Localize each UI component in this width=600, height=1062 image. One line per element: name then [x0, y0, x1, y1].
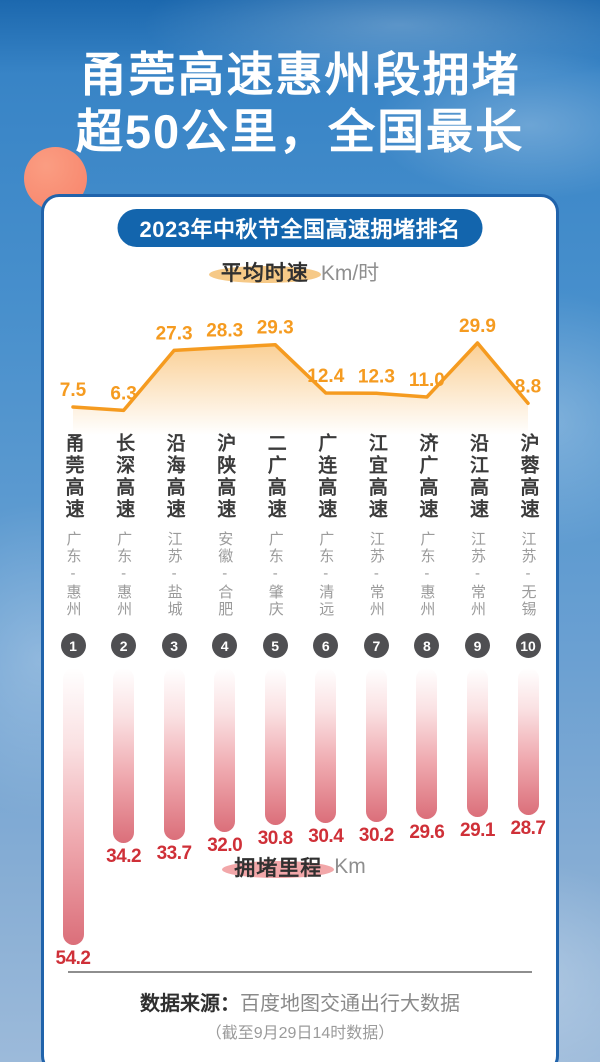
- speed-value-label: 29.3: [257, 318, 294, 339]
- page-title: 甬莞高速惠州段拥堵 超50公里，全国最长: [0, 46, 600, 161]
- ranking-column: 沿海高速 江苏-盐城 3 33.7: [149, 433, 199, 865]
- ranking-columns: 甬莞高速 广东-惠州 1 54.2 长深高速 广东-惠州 2 34.2 沿海高速…: [44, 433, 556, 993]
- page-title-line2: 超50公里，全国最长: [75, 105, 525, 159]
- ranking-column: 二广高速 广东-肇庆 5 30.8: [250, 433, 300, 850]
- congestion-distance-value: 30.2: [358, 825, 394, 846]
- speed-value-label: 28.3: [206, 321, 243, 342]
- region-label: 广东-惠州: [418, 531, 436, 618]
- data-source-line: 数据来源：百度地图交通出行大数据: [44, 987, 556, 1016]
- region-label: 江苏-盐城: [165, 531, 183, 618]
- congestion-bar: [467, 668, 488, 817]
- highway-name: 二广高速: [264, 433, 286, 521]
- data-source-note: （截至9月29日14时数据）: [205, 1025, 395, 1042]
- rank-badge: 2: [111, 633, 137, 658]
- speed-legend-label: 平均时速: [208, 257, 321, 287]
- distance-legend: 拥堵里程 Km: [44, 852, 556, 882]
- highlight-ellipse: [222, 861, 335, 878]
- speed-value-label: 8.8: [515, 376, 541, 397]
- highway-name: 沿海高速: [163, 433, 185, 521]
- congestion-bar: [416, 668, 438, 819]
- ranking-column: 江宜高速 江苏-常州 7 30.2: [351, 433, 401, 847]
- rank-badge: 6: [313, 633, 339, 658]
- region-label: 安徽-合肥: [216, 531, 234, 618]
- rank-badge: 5: [262, 633, 288, 658]
- region-label: 江苏-常州: [469, 531, 486, 618]
- speed-legend-unit: Km/时: [320, 262, 380, 285]
- highway-name: 沿江高速: [467, 433, 488, 521]
- rank-badge: 4: [212, 633, 238, 658]
- ranking-column: 甬莞高速 广东-惠州 1 54.2: [48, 433, 98, 970]
- speed-value-label: 7.5: [60, 380, 87, 401]
- rank-badge: 10: [515, 633, 541, 658]
- congestion-bar: [214, 668, 236, 832]
- distance-legend-unit: Km: [334, 855, 366, 878]
- congestion-distance-value: 30.4: [308, 826, 344, 847]
- highway-name: 沪陕高速: [214, 433, 236, 521]
- speed-value-label: 11.0: [409, 370, 445, 391]
- highlight-ellipse: [208, 266, 321, 283]
- chart-card: 2023年中秋节全国高速拥堵排名 平均时速 Km/时 7.5 6.3 27.3 28.…: [41, 194, 559, 1062]
- congestion-bar: [264, 668, 286, 825]
- ranking-column: 广连高速 广东-清远 6 30.4: [301, 433, 351, 848]
- congestion-distance-value: 33.7: [156, 843, 192, 864]
- congestion-distance-value: 30.8: [257, 828, 293, 849]
- distance-legend-label: 拥堵里程: [222, 852, 335, 882]
- congestion-distance-value: 29.6: [409, 822, 445, 843]
- ranking-column: 长深高速 广东-惠州 2 34.2: [99, 433, 149, 868]
- page-title-line1: 甬莞高速惠州段拥堵: [79, 48, 521, 101]
- highway-name: 济广高速: [416, 433, 438, 521]
- congestion-distance-value: 28.7: [510, 818, 546, 839]
- rank-badge: 1: [60, 633, 86, 658]
- rank-badge: 3: [161, 633, 187, 658]
- footer-divider: [68, 971, 532, 973]
- region-label: 广东-清远: [317, 531, 335, 618]
- congestion-bar: [315, 668, 337, 823]
- ranking-column: 沿江高速 江苏-常州 9 29.1: [453, 433, 503, 842]
- region-label: 江苏-无锡: [519, 531, 537, 618]
- speed-value-label: 12.3: [358, 366, 395, 387]
- congestion-bar: [365, 668, 387, 822]
- rank-badge: 8: [414, 633, 440, 658]
- congestion-distance-value: 34.2: [106, 846, 142, 867]
- ranking-column: 济广高速 广东-惠州 8 29.6: [402, 433, 452, 844]
- speed-value-label: 27.3: [156, 323, 193, 344]
- region-label: 广东-惠州: [115, 531, 133, 618]
- rank-badge: 7: [363, 633, 389, 658]
- speed-line: [71, 341, 530, 413]
- speed-area-fill: [73, 343, 528, 435]
- highway-name: 江宜高速: [365, 433, 387, 521]
- rank-badge: 9: [465, 633, 490, 658]
- congestion-distance-value: 54.2: [55, 948, 91, 969]
- congestion-bar: [163, 668, 185, 840]
- speed-value-label: 12.4: [307, 366, 344, 387]
- congestion-distance-value: 29.1: [460, 820, 495, 841]
- congestion-bar: [113, 668, 135, 843]
- average-speed-line-chart: 7.5 6.3 27.3 28.3 29.3 12.4 12.3 11.0 29.9 8.8: [60, 316, 541, 435]
- data-source-value: 百度地图交通出行大数据: [240, 993, 460, 1015]
- region-label: 江苏-常州: [367, 531, 385, 618]
- congestion-bar: [62, 668, 84, 945]
- ranking-column: 沪蓉高速 江苏-无锡 10 28.7: [503, 433, 553, 840]
- congestion-distance-value: 32.0: [207, 835, 243, 856]
- region-label: 广东-肇庆: [266, 531, 284, 618]
- ranking-column: 沪陕高速 安徽-合肥 4 32.0: [200, 433, 250, 857]
- region-label: 广东-惠州: [64, 531, 82, 618]
- congestion-bar: [517, 668, 539, 815]
- data-source-label: 数据来源：: [140, 993, 240, 1015]
- highway-name: 甬莞高速: [62, 433, 84, 521]
- speed-value-label: 29.9: [459, 316, 496, 337]
- highway-name: 长深高速: [113, 433, 135, 521]
- speed-legend: 平均时速 Km/时: [44, 257, 556, 287]
- speed-value-label: 6.3: [110, 383, 136, 404]
- card-title-pill: 2023年中秋节全国高速拥堵排名: [117, 209, 483, 247]
- highway-name: 广连高速: [315, 433, 337, 521]
- highway-name: 沪蓉高速: [517, 433, 539, 521]
